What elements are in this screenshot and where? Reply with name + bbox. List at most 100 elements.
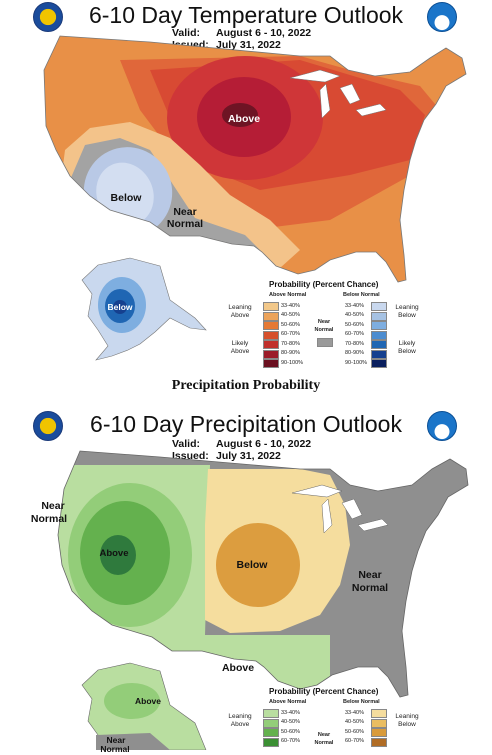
legend-below-bin-label: 90-100% [345,359,368,366]
legend-below-swatch [371,709,387,718]
legend-title: Probability (Percent Chance) [269,280,379,289]
legend-above-bin-label: 33-40% [281,709,300,716]
legend-below-swatch [371,359,387,368]
valid-value: August 6 - 10, 2022 [216,438,312,450]
commerce-seal-icon [33,411,63,441]
legend-above-swatch [263,302,279,311]
temperature-valid-line: Valid: August 6 - 10, 2022 [172,27,311,40]
legend-below-swatch [371,311,387,321]
alaska-map [81,257,207,361]
valid-value: August 6 - 10, 2022 [216,27,312,39]
issued-value: July 31, 2022 [216,450,281,462]
temperature-contours [44,36,466,282]
legend-below-bin-label: 60-70% [345,738,364,744]
legend-below-bin-label: 80-90% [345,350,364,356]
legend-below-bin-label: 33-40% [345,709,364,716]
temperature-legend: Probability (Percent Chance) Above Norma… [225,278,425,373]
section-caption: Precipitation Probability [171,378,321,393]
legend-near-swatch [317,338,333,347]
legend-leaning-above: Leaning Above [228,304,252,319]
legend-below-bin-label: 50-60% [345,321,364,328]
legend-above-swatch [263,737,279,747]
noaa-logo-icon [427,2,457,32]
precip-label-south-above: Above [221,662,255,674]
precip-label-west-near: Near [41,500,65,512]
temp-label-normal: Normal [166,218,204,230]
legend-likely-below: Likely Below [398,340,416,355]
noaa-logo-icon [427,411,457,441]
legend-below-bin-label: 40-50% [345,312,364,318]
great-lakes [289,69,387,119]
legend-above-swatch [263,311,279,321]
alaska-map [81,662,207,750]
legend-above-bin-label: 50-60% [281,728,300,735]
legend-title: Probability (Percent Chance) [269,687,379,696]
legend-below-bin-label: 70-80% [345,340,364,347]
precipitation-legend: Probability (Percent Chance) Above Norma… [225,685,425,750]
legend-above-header: Above Normal [269,292,307,298]
temperature-outlook-panel: 6-10 Day Temperature Outlook Valid: Augus… [0,0,492,375]
commerce-seal-icon [33,2,63,32]
legend-above-bin-label: 40-50% [281,312,300,318]
legend-below-swatch [371,718,387,728]
legend-above-swatch [263,321,279,330]
legend-leaning-below: Leaning Below [395,713,419,728]
legend-below-swatch [371,340,387,349]
legend-below-header: Below Normal [343,292,380,298]
legend-leaning-above: Leaning Above [228,713,252,728]
precip-label-west-normal: Normal [30,513,68,525]
legend-above-bin-label: 70-80% [281,340,300,347]
issued-value: July 31, 2022 [216,39,281,51]
legend-above-bin-label: 90-100% [281,359,304,366]
legend-likely-above: Likely Above [230,340,250,355]
legend-below-swatch [371,302,387,311]
legend-below-bin-label: 50-60% [345,728,364,735]
legend-above-bin-label: 50-60% [281,321,300,328]
temp-label-below: Below [110,192,142,204]
precip-label-above: Above [99,548,129,559]
valid-key: Valid: [172,438,201,450]
legend-above-bin-label: 80-90% [281,350,300,356]
legend-above-swatch [263,340,279,349]
legend-above-bin-label: 60-70% [281,331,300,337]
precip-label-below: Below [236,559,268,571]
legend-near-normal: Near Normal [314,732,334,746]
legend-above-swatch [263,728,279,737]
legend-below-swatch [371,330,387,340]
precipitation-map [57,450,469,750]
precip-label-east-normal: Normal [351,582,389,594]
precipitation-valid-line: Valid: August 6 - 10, 2022 [172,438,311,451]
legend-below-swatch [371,737,387,747]
legend-below-swatch [371,349,387,359]
legend-above-swatch [263,330,279,340]
legend-near-normal: Near Normal [314,319,334,333]
valid-key: Valid: [172,27,201,39]
legend-below-swatch [371,728,387,737]
legend-above-swatch [263,349,279,359]
precip-label-east-near: Near [358,569,382,581]
precip-label-alaska-above: Above [135,696,161,706]
precip-label-alaska-near: Near [106,735,126,745]
temperature-map [43,35,467,361]
legend-above-bin-label: 40-50% [281,719,300,725]
legend-below-bin-label: 33-40% [345,302,364,309]
temp-label-alaska-below: Below [107,302,133,312]
legend-below-bin-label: 40-50% [345,719,364,725]
legend-above-swatch [263,359,279,368]
legend-below-header: Below Normal [343,699,380,705]
legend-above-bin-label: 33-40% [281,302,300,309]
precip-label-alaska-normal: Normal [100,744,130,754]
legend-leaning-below: Leaning Below [395,304,419,319]
legend-above-bin-label: 60-70% [281,738,300,744]
temperature-title: 6-10 Day Temperature Outlook [88,2,404,28]
legend-below-bin-label: 60-70% [345,331,364,337]
legend-above-swatch [263,718,279,728]
legend-below-swatch [371,321,387,330]
legend-above-swatch [263,709,279,718]
precipitation-title: 6-10 Day Precipitation Outlook [90,411,402,437]
precipitation-contours [58,451,468,697]
temp-label-above: Above [227,113,261,125]
legend-above-header: Above Normal [269,699,307,705]
temp-label-near: Near [173,206,197,218]
precipitation-outlook-panel: 6-10 Day Precipitation Outlook Valid: Aug… [0,405,492,754]
